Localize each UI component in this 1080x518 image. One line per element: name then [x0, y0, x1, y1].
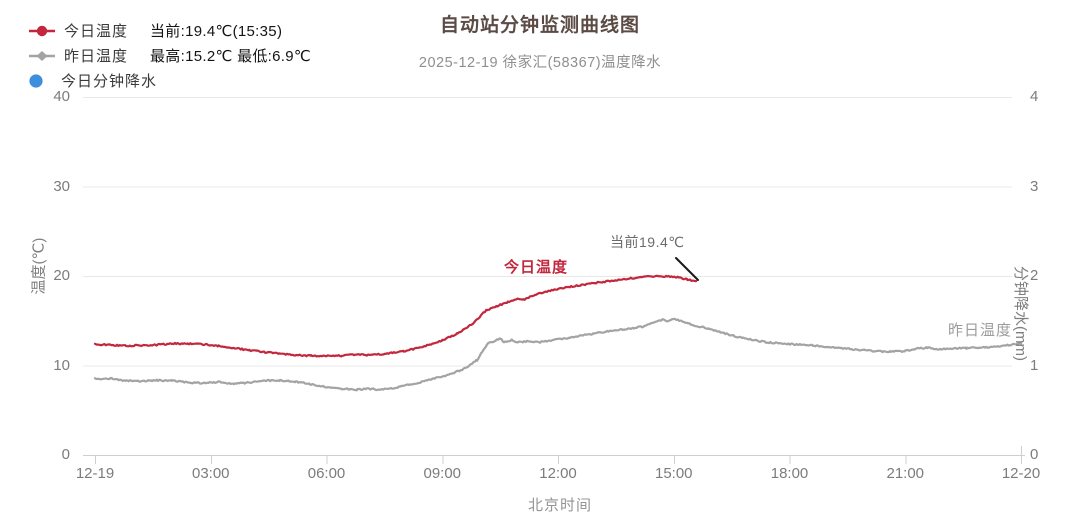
- today-series-inline-label: 今日温度: [504, 259, 569, 276]
- today-precip-circle-icon: [29, 73, 43, 88]
- x-axis-tick-label: 12-20: [1001, 465, 1041, 482]
- x-axis-tick-label: 12-19: [75, 465, 115, 482]
- current-temp-annotation: 当前19.4℃: [610, 234, 685, 250]
- legend-item-today-precip[interactable]: 今日分钟降水: [28, 68, 311, 93]
- x-axis-tick-label: 12:00: [539, 465, 577, 482]
- today-temp-line-dot-icon: [29, 25, 55, 36]
- y-axis-left-tick-label: 0: [61, 446, 70, 463]
- legend: 今日温度 当前:19.4℃(15:35) 昨日温度 最高:15.2℃ 最低:6.…: [28, 18, 311, 93]
- page-subtitle: 2025-12-19 徐家汇(58367)温度降水: [418, 55, 662, 71]
- series-line-yesterday-temp: [93, 317, 1023, 392]
- yesterday-temp-line-diamond-icon: [29, 50, 55, 61]
- y-axis-left-tick-label: 30: [53, 177, 70, 195]
- y-axis-right-tick-label: 4: [1030, 88, 1039, 105]
- y-axis-left-tick-label: 20: [53, 267, 70, 284]
- y-axis-right-title: 分钟降水(mm): [1012, 266, 1029, 361]
- legend-label-today-precip: 今日分钟降水: [61, 73, 158, 90]
- x-axis-title: 北京时间: [527, 497, 592, 514]
- x-axis-tick-label: 21:00: [886, 465, 925, 482]
- legend-label-yesterday-temp: 昨日温度: [64, 48, 129, 65]
- legend-label-today-temp: 今日温度: [64, 23, 129, 40]
- yesterday-series-inline-label: 昨日温度: [948, 322, 1013, 339]
- legend-item-yesterday-temp[interactable]: 昨日温度 最高:15.2℃ 最低:6.9℃: [28, 43, 311, 68]
- legend-stats-current-temp: 当前:19.4℃(15:35): [150, 23, 283, 40]
- y-axis-right-tick-label: 0: [1030, 446, 1039, 463]
- x-axis-tick-label: 18:00: [770, 465, 809, 482]
- page-title: 自动站分钟监测曲线图: [439, 15, 640, 36]
- x-axis-tick-label: 06:00: [307, 465, 346, 482]
- y-axis-right-tick-label: 3: [1030, 177, 1039, 195]
- y-axis-right-tick-label: 1: [1030, 356, 1039, 374]
- x-axis-tick-label: 03:00: [191, 465, 230, 482]
- current-temp-pointer-line: [675, 257, 699, 281]
- x-axis-tick-label: 09:00: [423, 465, 462, 482]
- legend-item-today-temp[interactable]: 今日温度 当前:19.4℃(15:35): [28, 18, 311, 43]
- y-axis-right-tick-label: 2: [1030, 267, 1039, 284]
- legend-stats-yesterday-max-min: 最高:15.2℃ 最低:6.9℃: [150, 48, 312, 65]
- series-line-today-temp: [93, 274, 698, 358]
- y-axis-left-tick-label: 40: [53, 88, 70, 105]
- y-axis-left-tick-label: 10: [53, 356, 70, 374]
- x-axis-tick-label: 15:00: [654, 465, 693, 482]
